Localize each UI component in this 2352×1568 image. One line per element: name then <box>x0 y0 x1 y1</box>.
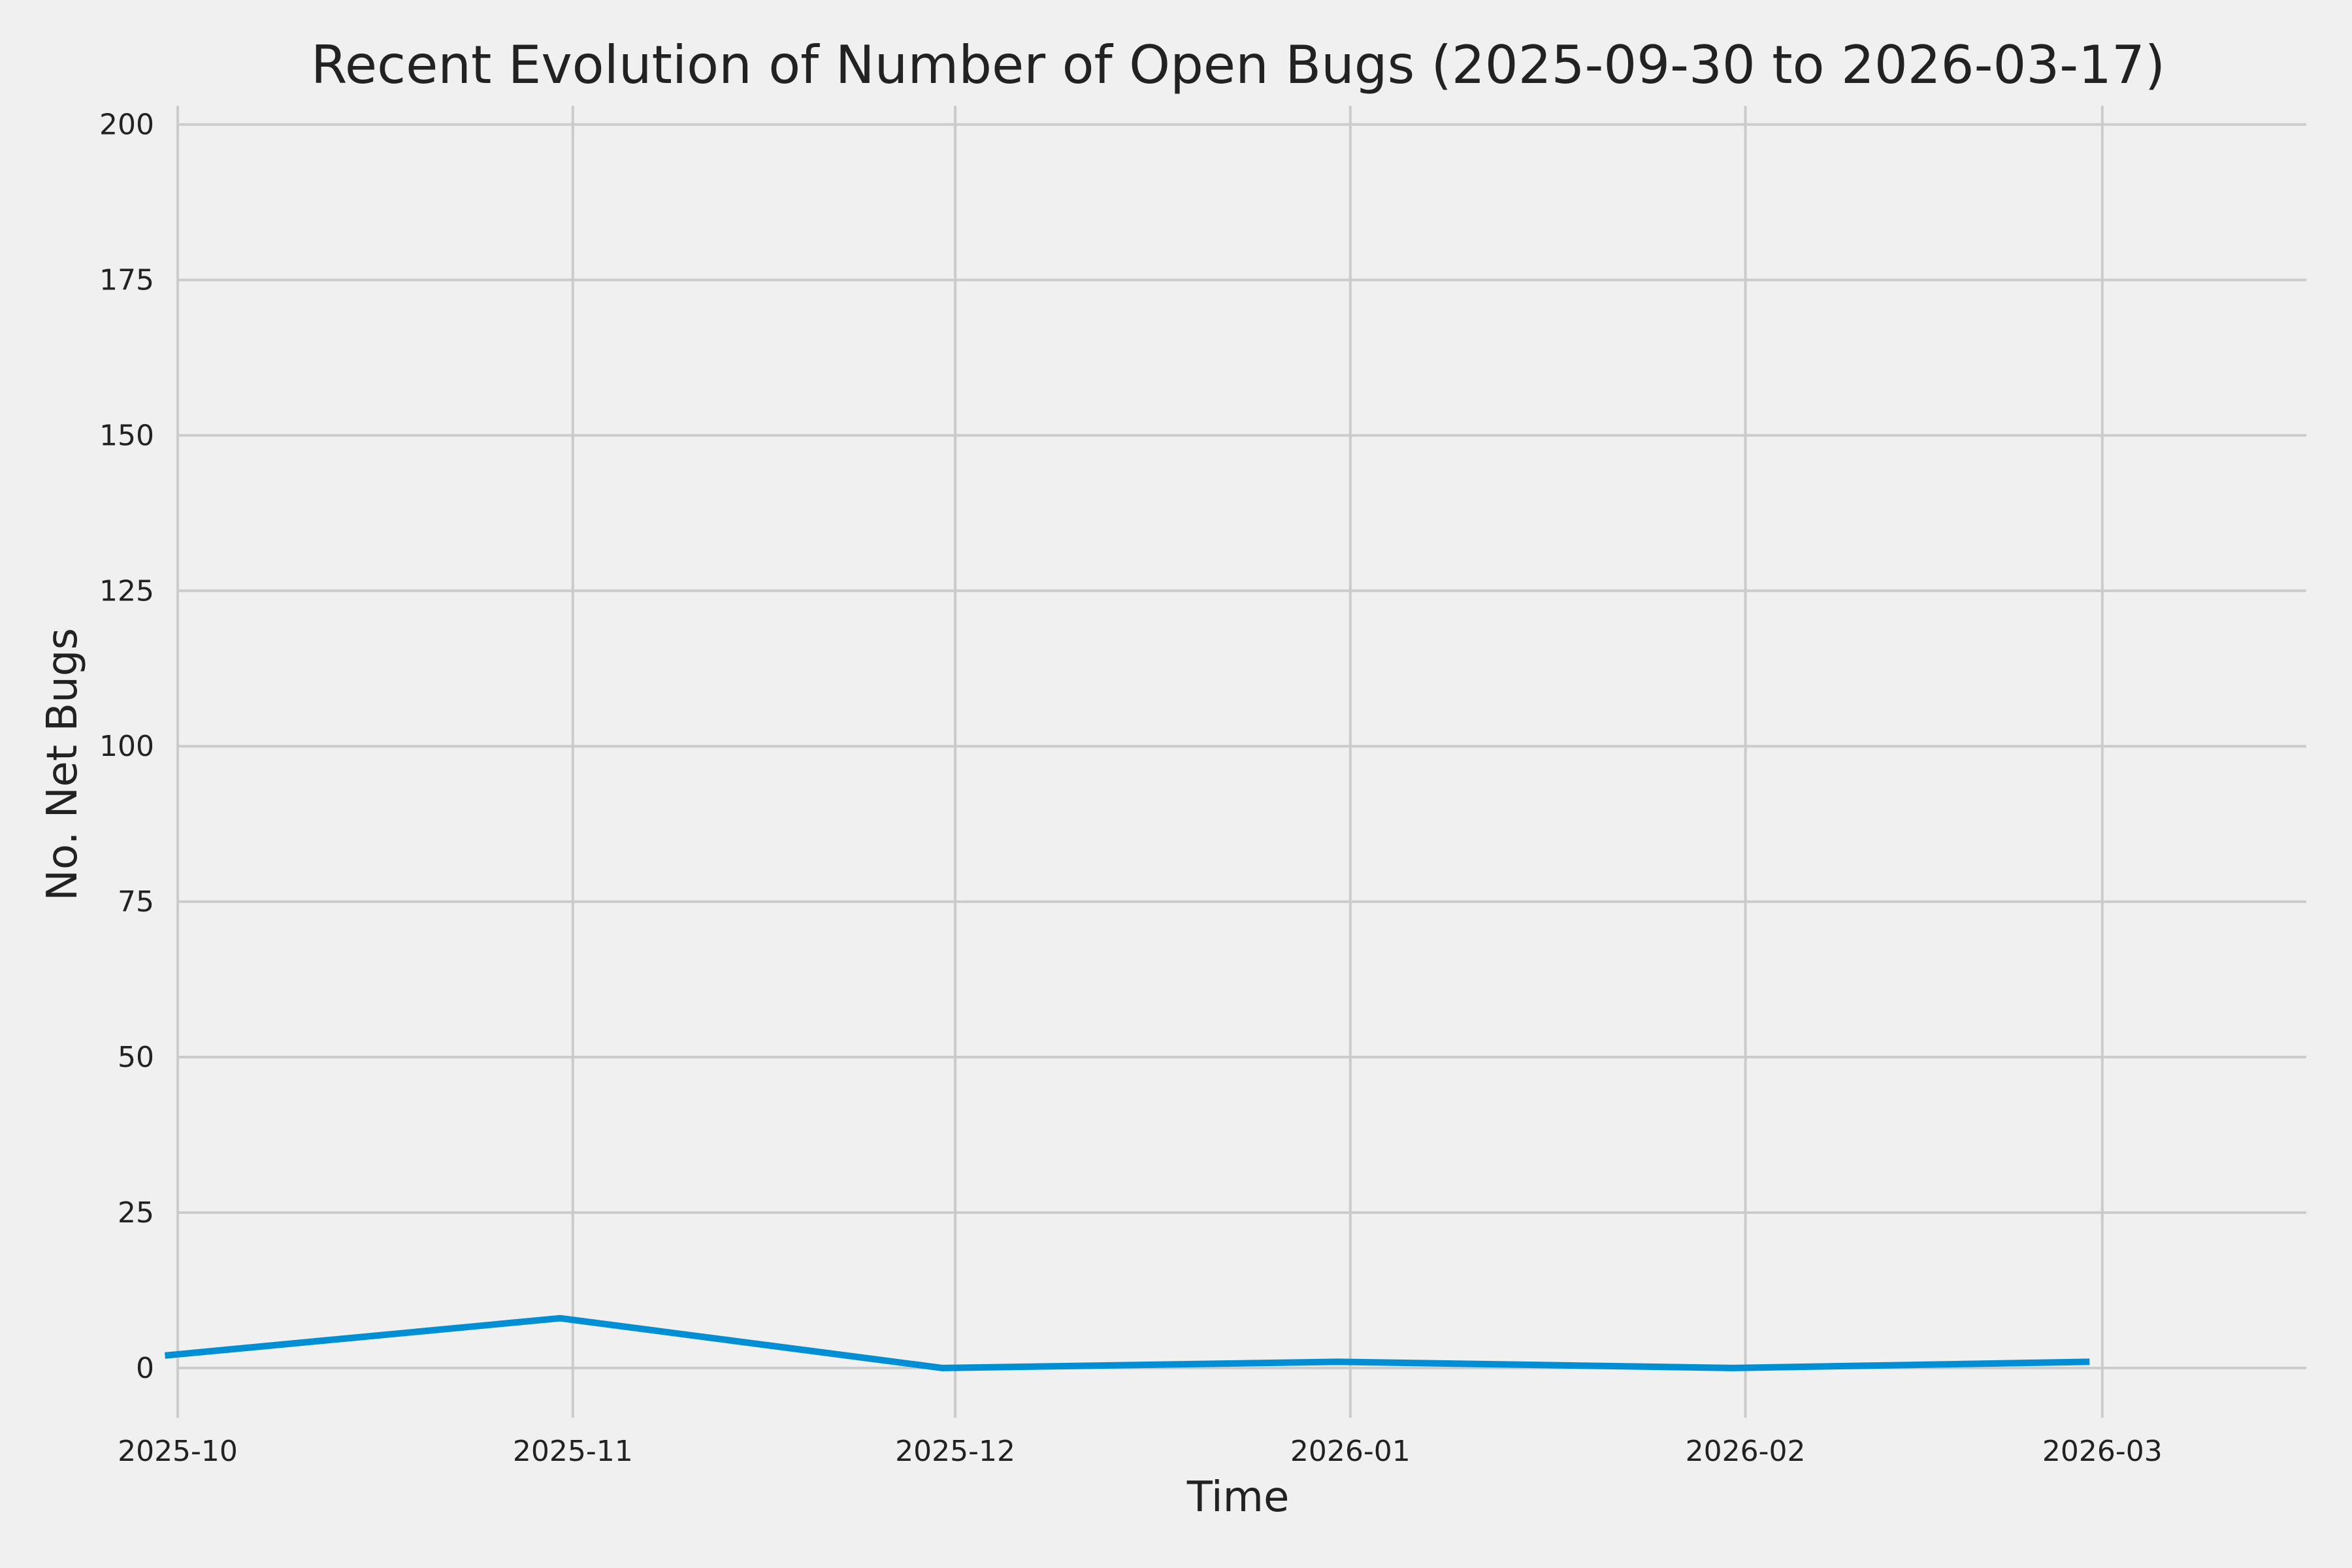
y-tick-label-0: 0 <box>136 1352 154 1385</box>
x-tick-label-2025-10: 2025-10 <box>118 1435 238 1468</box>
x-tick-labels: 2025-10 2025-11 2025-12 2026-01 2026-02 2026-… <box>118 1435 2163 1468</box>
y-tick-label-200: 200 <box>99 108 154 142</box>
x-tick-label-2026-01: 2026-01 <box>1290 1435 1411 1468</box>
y-tick-label-175: 175 <box>99 263 154 297</box>
chart-title: Recent Evolution of Number of Open Bugs … <box>311 35 2165 95</box>
grid <box>176 106 2306 1418</box>
y-tick-label-150: 150 <box>99 419 154 452</box>
series-layer <box>165 1315 2090 1371</box>
y-tick-label-50: 50 <box>118 1041 154 1074</box>
y-tick-labels: 0 25 50 75 100 125 150 175 200 <box>99 108 154 1385</box>
y-tick-label-75: 75 <box>118 885 154 919</box>
y-axis-label: No. Net Bugs <box>39 628 87 901</box>
series-line-0 <box>165 1315 2090 1371</box>
x-tick-label-2026-03: 2026-03 <box>2042 1435 2163 1468</box>
y-tick-label-125: 125 <box>99 574 154 608</box>
y-tick-label-100: 100 <box>99 730 154 763</box>
x-axis-label: Time <box>1186 1473 1290 1522</box>
y-tick-label-25: 25 <box>118 1196 154 1230</box>
x-tick-label-2026-02: 2026-02 <box>1686 1435 1806 1468</box>
x-tick-label-2025-12: 2025-12 <box>895 1435 1015 1468</box>
x-tick-label-2025-11: 2025-11 <box>513 1435 633 1468</box>
